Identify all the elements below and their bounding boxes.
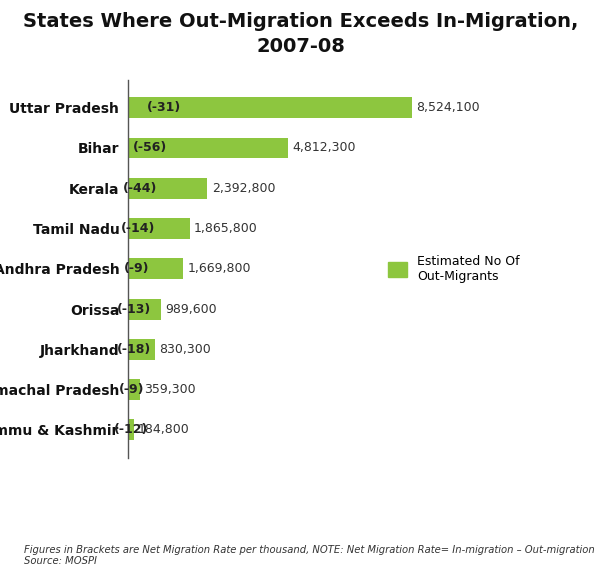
Text: 2,392,800: 2,392,800 xyxy=(212,182,275,195)
Text: 8,524,100: 8,524,100 xyxy=(416,101,480,114)
Text: (-13): (-13) xyxy=(117,303,151,316)
Text: (-9): (-9) xyxy=(119,383,145,396)
Legend: Estimated No Of
Out-Migrants: Estimated No Of Out-Migrants xyxy=(384,250,525,288)
Text: 989,600: 989,600 xyxy=(165,303,216,316)
Bar xyxy=(128,379,140,400)
Text: 1,669,800: 1,669,800 xyxy=(188,263,251,275)
Bar xyxy=(128,299,161,320)
Text: 4,812,300: 4,812,300 xyxy=(292,141,356,154)
Bar xyxy=(128,218,190,239)
Bar xyxy=(128,137,288,158)
Text: Figures in Brackets are Net Migration Rate per thousand, NOTE: Net Migration Rat: Figures in Brackets are Net Migration Ra… xyxy=(24,545,595,566)
Bar xyxy=(128,178,207,198)
Text: 1,865,800: 1,865,800 xyxy=(194,222,258,235)
Text: (-14): (-14) xyxy=(120,222,155,235)
Text: (-56): (-56) xyxy=(133,141,167,154)
Bar xyxy=(128,419,134,440)
Text: (-44): (-44) xyxy=(123,182,157,195)
Bar xyxy=(128,259,184,279)
Text: 359,300: 359,300 xyxy=(144,383,196,396)
Text: (-12): (-12) xyxy=(114,423,148,436)
Text: (-31): (-31) xyxy=(147,101,182,114)
Bar xyxy=(128,339,156,360)
Text: 184,800: 184,800 xyxy=(138,423,190,436)
Title: States Where Out-Migration Exceeds In-Migration,
2007-08: States Where Out-Migration Exceeds In-Mi… xyxy=(23,13,579,56)
Text: 830,300: 830,300 xyxy=(160,343,212,356)
Text: (-18): (-18) xyxy=(117,343,151,356)
Bar xyxy=(128,97,412,118)
Text: (-9): (-9) xyxy=(124,263,150,275)
